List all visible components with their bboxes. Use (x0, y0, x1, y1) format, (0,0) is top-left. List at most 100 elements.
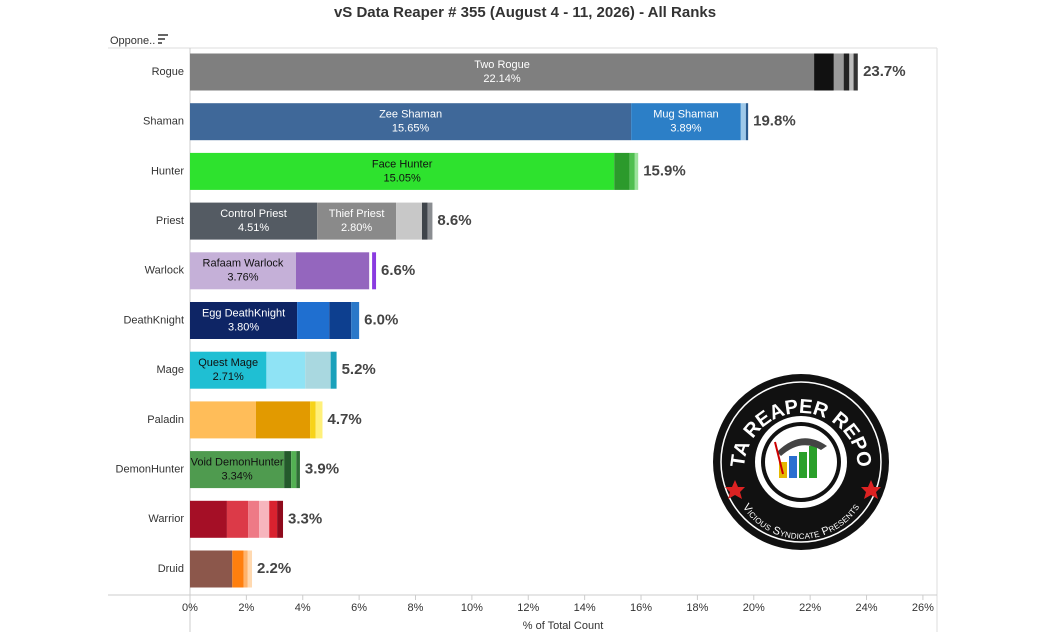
x-tick-label: 16% (630, 602, 652, 614)
total-label: 5.2% (342, 361, 376, 378)
segment-value-label: 3.80% (228, 321, 259, 333)
logo-icon (789, 456, 797, 478)
bar-segment (232, 550, 244, 588)
bar-segment (305, 351, 331, 389)
bar-segment (295, 252, 370, 290)
bar-segment (190, 252, 296, 290)
logo-icon (799, 452, 807, 478)
bar-segment (243, 550, 248, 588)
bar-segment (814, 53, 834, 91)
bars: 0% 2% 4% 6% 8% 10% 12% 14% 16% 18% 20% 22% 24% 26% Rog… (116, 53, 934, 614)
logo-icon (809, 446, 817, 478)
segment-value-label: 3.76% (227, 272, 258, 284)
bar-segment (190, 351, 267, 389)
segment-value-label: 2.71% (213, 371, 244, 383)
logo-star (861, 480, 881, 499)
x-axis-title: % of Total Count (523, 620, 604, 632)
bar-segment (291, 451, 297, 489)
x-tick-label: 20% (743, 602, 765, 614)
logo-star (725, 480, 745, 499)
segment-name: Egg DeathKnight (202, 307, 285, 319)
bar-segment (631, 103, 741, 141)
bar-segment (427, 202, 433, 240)
bar-segment (284, 451, 292, 489)
total-label: 2.2% (257, 560, 291, 577)
bar-segment (740, 103, 746, 141)
segment-value-label: 3.34% (221, 471, 252, 483)
x-tick-label: 22% (799, 602, 821, 614)
total-label: 6.0% (364, 311, 398, 328)
bar-segment (629, 152, 635, 190)
bar-segment (634, 152, 639, 190)
bar-segment (247, 550, 253, 588)
category-label: DeathKnight (123, 314, 184, 326)
bar-segment (745, 103, 749, 141)
bar-segment (190, 103, 632, 141)
bar-segment (372, 252, 377, 290)
x-tick-label: 10% (461, 602, 483, 614)
bar-segment (396, 202, 422, 240)
segment-name: Control Priest (220, 208, 287, 220)
x-tick-label: 4% (295, 602, 311, 614)
segment-name: Quest Mage (198, 357, 258, 369)
x-tick-label: 8% (408, 602, 424, 614)
bar-segment (226, 500, 249, 538)
sort-icon[interactable] (158, 34, 168, 44)
x-tick-label: 26% (912, 602, 934, 614)
category-label: Rogue (152, 66, 184, 78)
category-label: Druid (158, 563, 184, 575)
segment-value-label: 15.65% (392, 123, 430, 135)
bar-segment (277, 500, 284, 538)
total-label: 3.3% (288, 510, 322, 527)
bar-segment (421, 202, 428, 240)
bar-segment (614, 152, 630, 190)
bar-segment (259, 500, 270, 538)
segment-name: Void DemonHunter (191, 457, 284, 469)
bar-segment (329, 302, 352, 339)
segment-name: Rafaam Warlock (203, 258, 284, 270)
bar-segment (310, 401, 316, 439)
bar-segment (849, 53, 854, 91)
bar-segment (190, 152, 615, 190)
total-label: 23.7% (863, 63, 906, 80)
category-label: Shaman (143, 116, 184, 128)
category-label: Warrior (148, 513, 184, 525)
chart-title: vS Data Reaper # 355 (August 4 - 11, 202… (334, 4, 716, 21)
segment-value-label: 4.51% (238, 222, 269, 234)
category-label: Mage (156, 364, 184, 376)
total-label: 3.9% (305, 461, 339, 478)
bar-segment (833, 53, 844, 91)
x-tick-label: 6% (351, 602, 367, 614)
y-header[interactable]: Oppone.. (110, 35, 155, 47)
bar-segment (269, 500, 278, 538)
logo-icon (774, 441, 784, 475)
segment-name: Zee Shaman (379, 109, 442, 121)
bar-segment (843, 53, 850, 91)
bar-segment (255, 401, 311, 439)
total-label: 19.8% (753, 113, 796, 130)
logo-icon (777, 438, 827, 456)
segment-value-label: 2.80% (341, 222, 372, 234)
bar-segment (315, 401, 323, 439)
category-label: Paladin (147, 414, 184, 426)
segment-name: Mug Shaman (653, 109, 718, 121)
bar-segment (296, 451, 300, 489)
x-tick-label: 14% (574, 602, 596, 614)
segment-value-label: 3.89% (670, 123, 701, 135)
logo: DATA REAPER REPORT Vicious Syndicate Pre… (713, 374, 889, 550)
category-label: Warlock (145, 265, 185, 277)
bar-segment (190, 202, 318, 240)
category-label: DemonHunter (116, 464, 185, 476)
bar-segment (266, 351, 306, 389)
bar-segment (190, 401, 256, 439)
category-label: Priest (156, 215, 184, 227)
bar-segment (190, 550, 233, 588)
x-tick-label: 2% (238, 602, 254, 614)
x-tick-label: 18% (686, 602, 708, 614)
x-tick-label: 0% (182, 602, 198, 614)
bar-segment (369, 252, 373, 290)
category-label: Hunter (151, 165, 184, 177)
segment-name: Thief Priest (329, 208, 385, 220)
bar-segment (317, 202, 397, 240)
